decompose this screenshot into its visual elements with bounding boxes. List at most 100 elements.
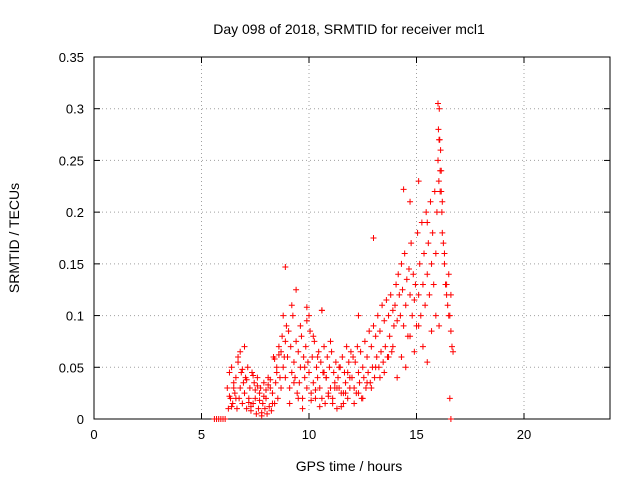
x-tick-label: 0 xyxy=(90,427,97,442)
data-point xyxy=(251,379,258,386)
data-point xyxy=(335,374,342,381)
data-point xyxy=(331,379,338,386)
data-point xyxy=(394,317,401,324)
data-point xyxy=(316,403,323,410)
data-point xyxy=(303,317,310,324)
data-point xyxy=(308,397,315,404)
data-point xyxy=(325,393,332,400)
data-point xyxy=(428,260,435,267)
data-point xyxy=(243,376,250,383)
data-point xyxy=(306,312,312,319)
data-point xyxy=(323,374,330,381)
data-point xyxy=(329,400,336,407)
data-point xyxy=(327,338,334,345)
data-point xyxy=(286,400,293,407)
data-point xyxy=(437,167,444,174)
data-point xyxy=(241,390,248,397)
data-point xyxy=(314,353,321,360)
data-point xyxy=(282,263,289,270)
data-point xyxy=(409,312,416,319)
data-point xyxy=(441,250,448,257)
data-point xyxy=(408,240,415,247)
data-point xyxy=(441,260,448,267)
data-point xyxy=(316,384,323,391)
data-point xyxy=(268,407,275,414)
grid-lines xyxy=(94,57,610,419)
data-point xyxy=(355,312,362,319)
data-point xyxy=(419,343,426,350)
data-point xyxy=(364,353,371,360)
data-point xyxy=(280,364,287,371)
data-point xyxy=(249,369,256,376)
data-point xyxy=(280,312,287,319)
data-point xyxy=(311,338,318,345)
data-point xyxy=(421,250,428,257)
data-point xyxy=(342,379,349,386)
data-point xyxy=(407,198,414,205)
data-point xyxy=(244,364,251,371)
data-point xyxy=(275,343,282,350)
data-point xyxy=(392,302,398,309)
data-point xyxy=(265,381,272,388)
data-point xyxy=(439,229,446,236)
data-point xyxy=(340,400,347,407)
data-point xyxy=(329,395,336,402)
data-point xyxy=(288,302,295,309)
data-point xyxy=(235,353,242,360)
data-point xyxy=(345,359,352,366)
data-point xyxy=(264,410,271,417)
data-point xyxy=(289,312,296,319)
data-point xyxy=(374,312,381,319)
data-point xyxy=(365,369,372,376)
data-point xyxy=(415,291,422,298)
data-point xyxy=(322,400,329,407)
data-point xyxy=(407,333,414,340)
data-point xyxy=(229,400,236,407)
data-point xyxy=(269,400,276,407)
data-point xyxy=(432,312,439,319)
data-point xyxy=(287,343,294,350)
data-point xyxy=(332,359,339,366)
data-point xyxy=(258,409,265,416)
data-point xyxy=(447,416,454,422)
data-point xyxy=(352,359,359,366)
y-tick-label: 0.3 xyxy=(66,102,84,117)
data-point xyxy=(395,271,402,278)
data-point xyxy=(276,374,283,381)
data-point xyxy=(351,400,358,407)
data-point xyxy=(340,390,347,397)
data-point xyxy=(361,338,368,345)
data-point xyxy=(252,395,259,402)
data-point xyxy=(381,317,388,324)
data-point xyxy=(398,353,405,360)
data-point xyxy=(293,338,300,345)
data-point xyxy=(301,364,308,371)
data-point xyxy=(343,343,350,350)
data-point xyxy=(317,359,324,366)
data-point xyxy=(426,291,433,298)
y-tick-labels: 0 0.05 0.1 0.15 0.2 0.25 0.3 0.35 xyxy=(59,50,84,427)
data-point xyxy=(252,387,259,394)
data-point xyxy=(355,390,362,397)
data-point xyxy=(278,384,285,391)
data-point xyxy=(428,328,435,335)
data-point xyxy=(350,353,357,360)
data-point xyxy=(256,390,263,397)
data-point xyxy=(422,302,429,309)
data-point xyxy=(239,400,246,407)
data-point xyxy=(256,397,263,404)
data-point xyxy=(235,359,242,366)
data-point xyxy=(231,390,238,397)
data-point xyxy=(299,405,306,412)
data-point xyxy=(388,348,395,355)
data-point xyxy=(282,338,289,345)
data-point xyxy=(368,384,375,391)
data-point xyxy=(313,364,320,371)
data-point xyxy=(394,374,401,381)
data-point xyxy=(228,364,235,371)
data-point xyxy=(267,384,274,391)
data-point xyxy=(230,384,237,391)
data-point xyxy=(269,390,276,397)
data-point xyxy=(266,403,273,410)
y-tick-label: 0.15 xyxy=(59,257,84,272)
